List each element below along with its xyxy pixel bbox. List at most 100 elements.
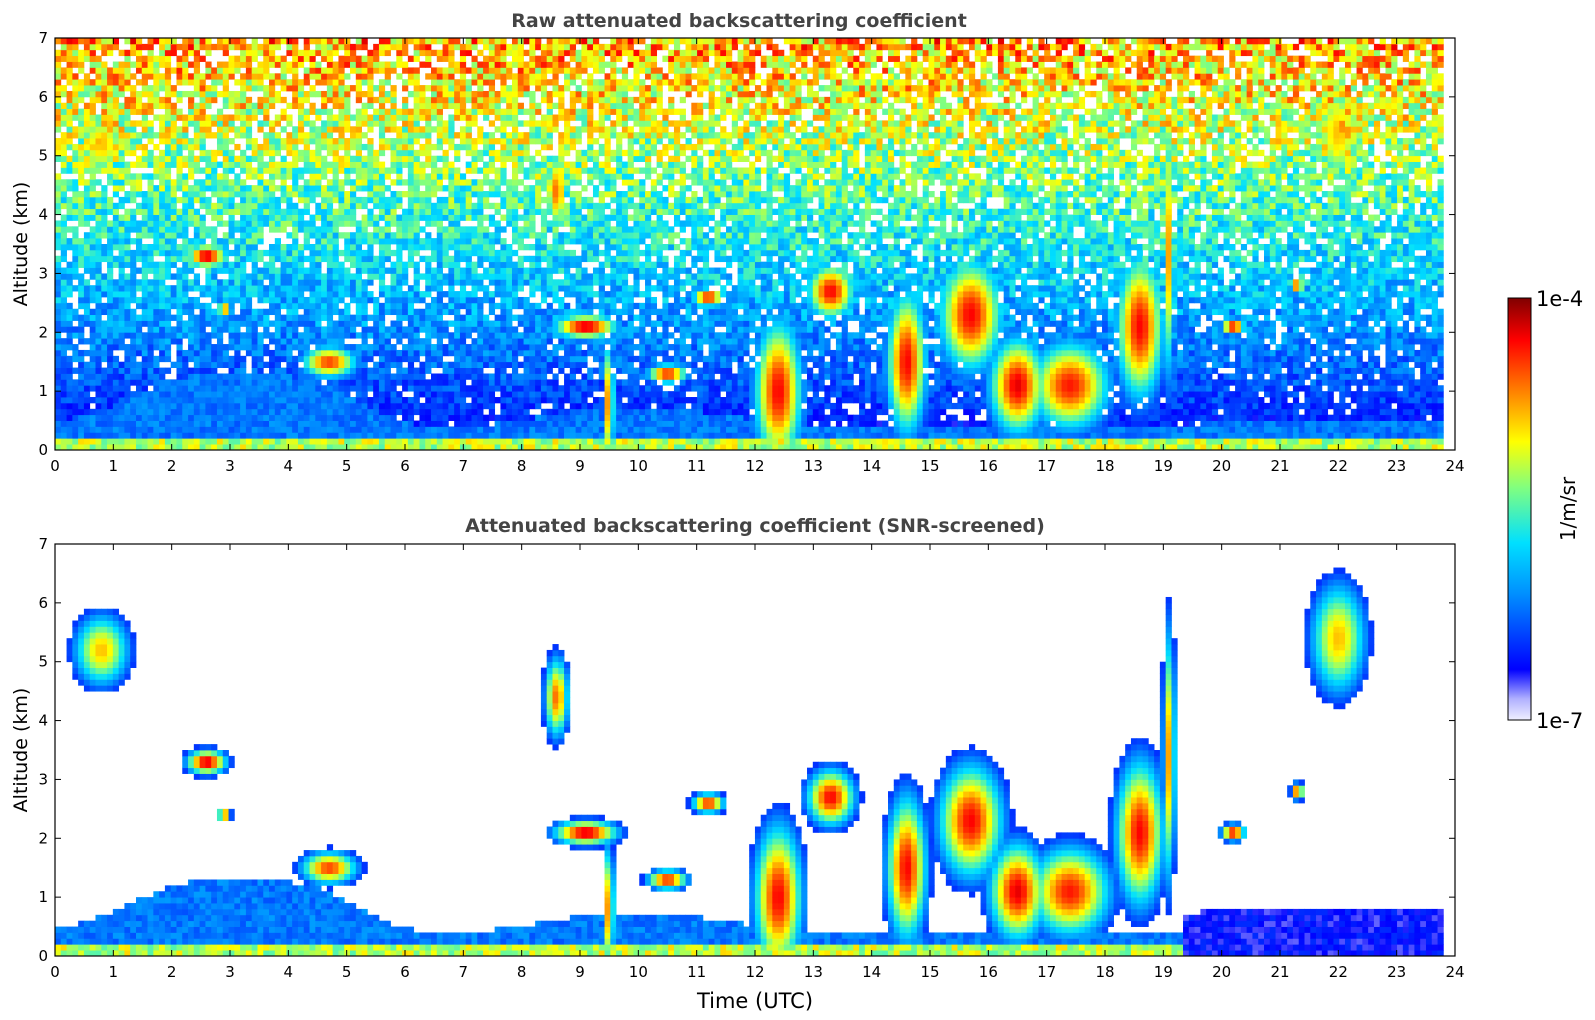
heatmap-cell (245, 67, 253, 74)
heatmap-cell (448, 344, 455, 351)
heatmap-cell (402, 108, 409, 115)
heatmap-cell (78, 38, 85, 45)
heatmap-cell (309, 291, 316, 298)
heatmap-cell (182, 73, 189, 80)
heatmap-cell (222, 355, 229, 363)
heatmap-cell (413, 355, 420, 363)
heatmap-cell (240, 96, 247, 104)
heatmap-cell (263, 426, 270, 433)
heatmap-cell (216, 202, 224, 210)
heatmap-cell (95, 43, 102, 51)
heatmap-cell (251, 349, 258, 357)
heatmap-cell (269, 402, 276, 410)
heatmap-cell (263, 96, 270, 104)
heatmap-cell (402, 291, 409, 298)
heatmap-cell (511, 402, 519, 410)
heatmap-cell (378, 332, 386, 339)
heatmap-cell (280, 79, 287, 86)
heatmap-cell (101, 208, 108, 215)
heatmap-cell (66, 373, 73, 380)
heatmap-cell (135, 108, 143, 115)
heatmap-cell (240, 408, 247, 416)
heatmap-cell (506, 102, 513, 110)
heatmap-cell (338, 43, 345, 51)
heatmap-cell (274, 408, 281, 416)
heatmap-cell (309, 185, 316, 192)
heatmap-cell (107, 420, 114, 427)
heatmap-cell (390, 326, 397, 333)
heatmap-cell (78, 397, 85, 404)
heatmap-cell (500, 373, 507, 380)
heatmap-cell (459, 273, 467, 280)
heatmap-cell (448, 255, 455, 263)
heatmap-cell (500, 402, 507, 410)
heatmap-cell (188, 120, 195, 127)
heatmap-cell (500, 179, 507, 186)
heatmap-cell (517, 132, 524, 139)
heatmap-cell (448, 73, 455, 80)
heatmap-cell (361, 344, 368, 351)
heatmap-cell (517, 49, 524, 57)
heatmap-cell (130, 379, 137, 386)
heatmap-cell (396, 255, 403, 263)
heatmap-cell (361, 285, 368, 292)
heatmap-cell (431, 308, 438, 316)
heatmap-cell (147, 438, 154, 445)
heatmap-cell (494, 361, 501, 368)
heatmap-cell (338, 432, 345, 439)
heatmap-cell (101, 67, 108, 74)
heatmap-cell (309, 108, 316, 115)
heatmap-cell (332, 320, 339, 327)
heatmap-cell (326, 73, 334, 80)
heatmap-cell (83, 261, 91, 268)
heatmap-cell (338, 332, 345, 339)
heatmap-cell (465, 255, 472, 263)
heatmap-cell (135, 320, 143, 327)
heatmap-cell (66, 267, 73, 274)
heatmap-cell (413, 320, 420, 327)
heatmap-cell (205, 149, 212, 157)
heatmap-cell (205, 90, 212, 98)
heatmap-cell (402, 438, 409, 445)
heatmap-cell (390, 196, 397, 204)
heatmap-cell (216, 285, 224, 292)
heatmap-cell (193, 444, 201, 451)
heatmap-cell (182, 385, 189, 392)
heatmap-cell (407, 332, 415, 339)
heatmap-cell (309, 273, 316, 280)
heatmap-cell (517, 344, 524, 351)
heatmap-cell (436, 296, 443, 304)
heatmap-cell (60, 391, 67, 398)
heatmap-cell (188, 202, 195, 210)
heatmap-cell (245, 238, 253, 245)
heatmap-cell (89, 67, 96, 74)
heatmap-cell (297, 302, 305, 310)
heatmap-cell (361, 220, 368, 227)
heatmap-cell (506, 438, 513, 445)
heatmap-cell (153, 379, 160, 386)
heatmap-cell (147, 55, 154, 62)
heatmap-cell (517, 349, 524, 357)
heatmap-cell (402, 120, 409, 127)
heatmap-cell (60, 426, 67, 433)
heatmap-cell (153, 414, 160, 421)
heatmap-cell (483, 373, 490, 380)
heatmap-cell (431, 438, 438, 445)
heatmap-cell (425, 96, 432, 104)
heatmap-cell (83, 414, 91, 421)
heatmap-cell (124, 373, 131, 380)
heatmap-cell (523, 173, 530, 180)
heatmap-cell (274, 332, 281, 339)
heatmap-cell (442, 349, 449, 357)
heatmap-cell (326, 149, 334, 157)
heatmap-cell (459, 302, 467, 310)
heatmap-cell (205, 202, 212, 210)
heatmap-cell (390, 114, 397, 121)
heatmap-cell (402, 302, 409, 310)
heatmap-cell (269, 249, 276, 257)
heatmap-cell (483, 214, 490, 221)
heatmap-cell (355, 420, 362, 427)
heatmap-cell (309, 326, 316, 333)
heatmap-cell (344, 349, 351, 357)
heatmap-cell (413, 261, 420, 268)
